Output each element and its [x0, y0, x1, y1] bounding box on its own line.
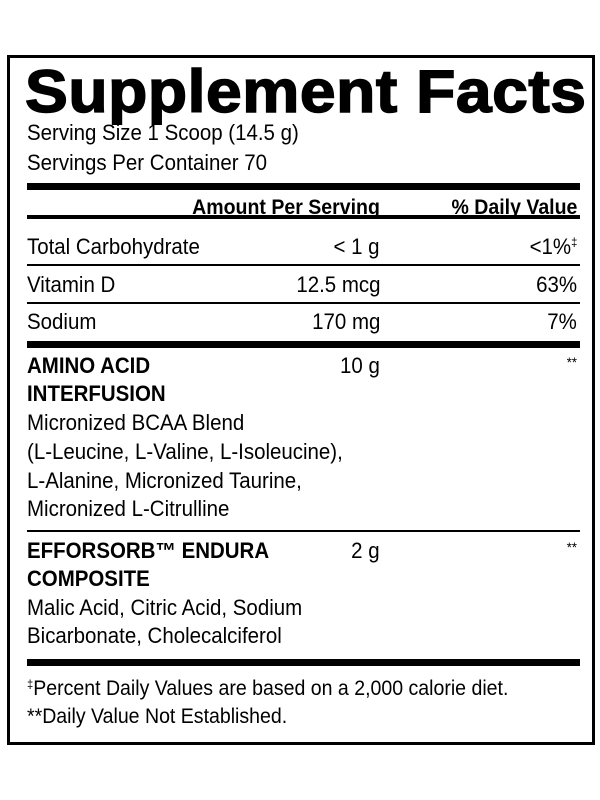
- ingredient-line: Bicarbonate, Cholecalciferol: [27, 623, 282, 648]
- nutrient-amount: 170 mg: [311, 309, 380, 334]
- thin-divider: [27, 264, 580, 266]
- ingredient-line: (L-Leucine, L-Valine, L-Isoleucine),: [27, 439, 343, 464]
- ingredient-line: L-Alanine, Micronized Taurine,: [27, 468, 302, 493]
- blend-amount: 2 g: [351, 538, 380, 563]
- amount-per-serving-header: Amount Per Serving: [192, 196, 380, 219]
- footnote-not-established: **Daily Value Not Established.: [27, 705, 288, 728]
- servings-per-container: Servings Per Container 70: [27, 150, 267, 175]
- nutrient-dv: <1%‡: [529, 233, 577, 261]
- ingredient-line: Malic Acid, Citric Acid, Sodium: [27, 595, 303, 620]
- nutrient-name: Vitamin D: [27, 272, 116, 297]
- footnote-percent-daily-values: ‡Percent Daily Values are based on a 2,0…: [27, 675, 508, 703]
- footnote-mark: ‡: [27, 677, 34, 691]
- ingredient-line: Micronized L-Citrulline: [27, 496, 230, 521]
- dv-value: <1%: [529, 234, 571, 259]
- ingredient-line: Micronized BCAA Blend: [27, 410, 245, 435]
- nutrient-amount: < 1 g: [333, 234, 380, 259]
- nutrient-dv: 7%: [547, 309, 577, 334]
- nutrient-row: Vitamin D 12.5 mcg 63%: [27, 271, 580, 299]
- blend-name: INTERFUSION: [27, 381, 166, 406]
- footnote-text: Percent Daily Values are based on a 2,00…: [33, 677, 509, 700]
- serving-size: Serving Size 1 Scoop (14.5 g): [27, 120, 299, 145]
- blend-amount: 10 g: [340, 353, 380, 378]
- thick-divider: [27, 183, 580, 190]
- dv-footnote-mark: ‡: [570, 235, 577, 249]
- blend-name: AMINO ACID: [27, 353, 151, 378]
- label-title: Supplement Facts: [24, 58, 587, 125]
- nutrient-dv: 63%: [536, 272, 577, 297]
- nutrient-name: Total Carbohydrate: [27, 234, 200, 259]
- thin-divider: [27, 530, 580, 532]
- thin-divider: [27, 302, 580, 304]
- nutrient-row: Total Carbohydrate < 1 g <1%‡: [27, 233, 580, 261]
- supplement-facts-label: Supplement Facts Serving Size 1 Scoop (1…: [7, 55, 595, 745]
- blend-name: COMPOSITE: [27, 566, 150, 591]
- blend-dv: **: [566, 539, 577, 555]
- thick-divider: [27, 659, 580, 666]
- nutrient-amount: 12.5 mcg: [295, 272, 380, 297]
- nutrient-name: Sodium: [27, 309, 97, 334]
- column-header-row: Amount Per Serving % Daily Value: [27, 194, 580, 222]
- blend-name: EFFORSORB™ ENDURA: [27, 538, 270, 563]
- blend-dv: **: [566, 354, 577, 370]
- thick-divider: [27, 341, 580, 348]
- daily-value-header: % Daily Value: [451, 196, 577, 219]
- nutrient-row: Sodium 170 mg 7%: [27, 308, 580, 336]
- divider: [27, 215, 580, 219]
